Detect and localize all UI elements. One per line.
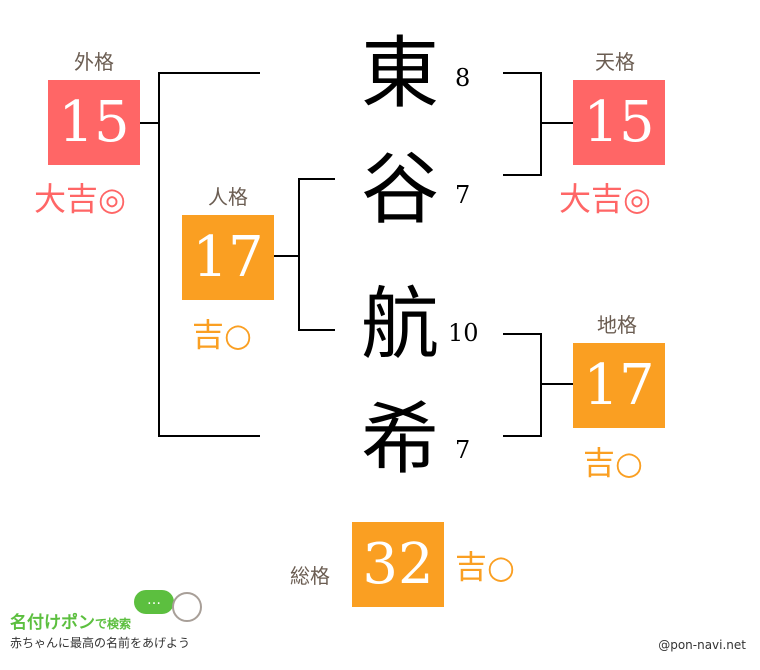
credit: @pon-navi.net: [658, 638, 746, 652]
name-char: 希: [360, 395, 439, 485]
stroke-count: 7: [455, 181, 471, 209]
connector: [158, 435, 260, 437]
tenkaku-fortune: 大吉◎: [559, 180, 651, 218]
connector: [503, 174, 540, 176]
jinkaku-label: 人格: [208, 185, 248, 209]
stroke-count: 7: [455, 436, 471, 464]
chikaku-value: 17: [573, 343, 665, 428]
gaikaku-fortune: 大吉◎: [34, 180, 126, 218]
stroke-count: 8: [455, 64, 471, 92]
tenkaku-label: 天格: [595, 50, 635, 74]
connector: [298, 329, 335, 331]
logo-title: 名付けポン: [10, 613, 95, 633]
connector: [140, 122, 158, 124]
connector: [158, 72, 260, 74]
chikaku-label: 地格: [597, 313, 637, 337]
name-char: 谷: [360, 145, 439, 235]
logo-tagline: 赤ちゃんに最高の名前をあげよう: [10, 636, 191, 650]
connector: [503, 333, 540, 335]
name-char: 航: [360, 280, 439, 370]
gaikaku-label: 外格: [74, 50, 114, 74]
soukaku-fortune: 吉○: [455, 548, 515, 586]
connector: [274, 255, 298, 257]
logo: 名付けポンで検索: [10, 608, 131, 633]
connector: [158, 72, 160, 437]
connector: [540, 72, 542, 176]
chikaku-fortune: 吉○: [583, 444, 643, 482]
connector: [298, 178, 335, 180]
connector: [540, 333, 542, 437]
speech-bubble-icon: …: [134, 590, 174, 614]
soukaku-label: 総格: [290, 564, 330, 588]
baby-face-icon: [172, 592, 202, 622]
connector: [503, 72, 540, 74]
connector: [503, 435, 540, 437]
jinkaku-value: 17: [182, 215, 274, 300]
tenkaku-value: 15: [573, 80, 665, 165]
soukaku-value: 32: [352, 522, 444, 607]
gaikaku-value: 15: [48, 80, 140, 165]
connector: [540, 383, 573, 385]
jinkaku-fortune: 吉○: [192, 316, 252, 354]
connector: [298, 178, 300, 330]
connector: [540, 122, 573, 124]
name-char: 東: [360, 29, 439, 119]
stroke-count: 10: [448, 319, 479, 347]
logo-suffix: で検索: [95, 617, 132, 631]
